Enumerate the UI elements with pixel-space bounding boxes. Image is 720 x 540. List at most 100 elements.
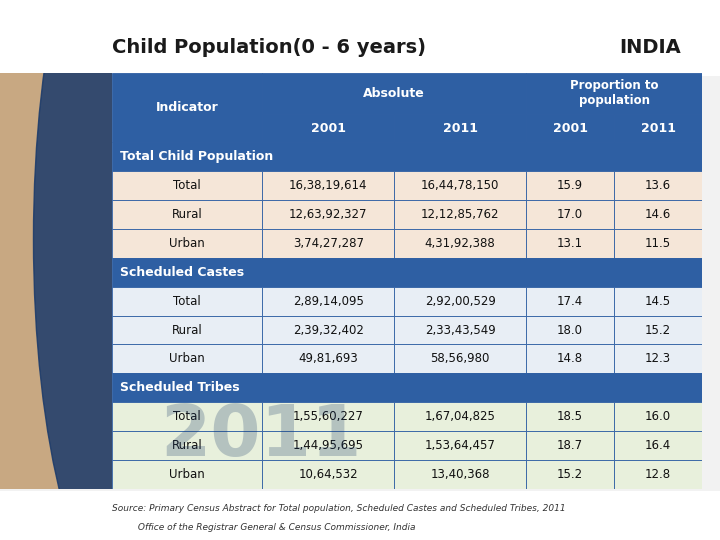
Bar	[262, 287, 395, 315]
Bar	[614, 315, 702, 345]
Text: 18.7: 18.7	[557, 439, 583, 452]
Bar	[395, 171, 526, 200]
Bar	[526, 200, 614, 229]
Text: Rural: Rural	[171, 323, 202, 336]
Text: 18.0: 18.0	[557, 323, 583, 336]
Text: 15.9: 15.9	[557, 179, 583, 192]
Bar	[112, 73, 262, 143]
Text: INDIA: INDIA	[619, 38, 681, 57]
Bar	[112, 171, 262, 200]
Bar	[112, 402, 262, 431]
Text: 1,67,04,825: 1,67,04,825	[425, 410, 495, 423]
Text: Urban: Urban	[169, 468, 205, 481]
Text: 11.5: 11.5	[645, 237, 671, 250]
Text: 16,38,19,614: 16,38,19,614	[289, 179, 367, 192]
Text: 2,89,14,095: 2,89,14,095	[293, 295, 364, 308]
Text: Rural: Rural	[171, 439, 202, 452]
Bar	[262, 460, 395, 489]
Text: Child Population(0 - 6 years): Child Population(0 - 6 years)	[112, 38, 426, 57]
Bar	[112, 287, 262, 315]
Text: 1,53,64,457: 1,53,64,457	[425, 439, 495, 452]
Text: Urban: Urban	[169, 237, 205, 250]
Bar	[526, 113, 614, 143]
Text: 2011: 2011	[443, 122, 477, 134]
Text: 1,44,95,695: 1,44,95,695	[293, 439, 364, 452]
Text: Office of the Registrar General & Census Commissioner, India: Office of the Registrar General & Census…	[112, 523, 415, 532]
Bar	[112, 143, 702, 171]
Text: Urban: Urban	[169, 353, 205, 366]
Bar	[262, 229, 395, 258]
Text: 2001: 2001	[311, 122, 346, 134]
Text: 17.4: 17.4	[557, 295, 583, 308]
Bar	[112, 345, 262, 373]
Bar	[262, 315, 395, 345]
Text: 12.3: 12.3	[645, 353, 671, 366]
Bar	[395, 200, 526, 229]
Bar	[395, 345, 526, 373]
Text: 58,56,980: 58,56,980	[431, 353, 490, 366]
Bar	[0, 0, 720, 76]
Text: Source: Primary Census Abstract for Total population, Scheduled Castes and Sched: Source: Primary Census Abstract for Tota…	[112, 504, 565, 513]
Bar	[395, 287, 526, 315]
Bar	[395, 460, 526, 489]
Text: 49,81,693: 49,81,693	[298, 353, 358, 366]
Text: Proportion to
population: Proportion to population	[570, 79, 658, 107]
Bar	[395, 229, 526, 258]
Bar	[112, 200, 262, 229]
Text: Indicator: Indicator	[156, 101, 218, 114]
Bar	[526, 73, 702, 113]
Bar	[614, 229, 702, 258]
Bar	[614, 200, 702, 229]
Text: 16,44,78,150: 16,44,78,150	[421, 179, 500, 192]
Bar	[526, 431, 614, 460]
Text: 15.2: 15.2	[645, 323, 671, 336]
Text: 14.8: 14.8	[557, 353, 583, 366]
Bar	[112, 460, 262, 489]
Text: Scheduled Castes: Scheduled Castes	[120, 266, 245, 279]
Bar	[112, 258, 702, 287]
Bar	[112, 229, 262, 258]
Bar	[614, 171, 702, 200]
Bar	[262, 200, 395, 229]
Text: 2011: 2011	[641, 122, 675, 134]
Bar	[395, 402, 526, 431]
Bar	[526, 345, 614, 373]
Text: Total Child Population: Total Child Population	[120, 151, 274, 164]
Text: 3,74,27,287: 3,74,27,287	[293, 237, 364, 250]
Text: 14.5: 14.5	[645, 295, 671, 308]
Text: 16.0: 16.0	[645, 410, 671, 423]
Text: 12.8: 12.8	[645, 468, 671, 481]
Bar	[526, 402, 614, 431]
Bar	[262, 402, 395, 431]
Bar	[614, 113, 702, 143]
Bar	[262, 345, 395, 373]
Bar	[395, 113, 526, 143]
Text: 13.1: 13.1	[557, 237, 583, 250]
Bar	[526, 315, 614, 345]
Text: 10,64,532: 10,64,532	[299, 468, 358, 481]
Bar	[526, 171, 614, 200]
Text: Absolute: Absolute	[364, 87, 425, 100]
Text: Rural: Rural	[171, 208, 202, 221]
Text: 13,40,368: 13,40,368	[431, 468, 490, 481]
Text: Total: Total	[173, 179, 201, 192]
Bar	[112, 373, 702, 402]
Text: 17.0: 17.0	[557, 208, 583, 221]
Bar	[614, 345, 702, 373]
Text: 2011: 2011	[161, 402, 361, 471]
Text: 16.4: 16.4	[645, 439, 671, 452]
Bar	[614, 287, 702, 315]
Text: 15.2: 15.2	[557, 468, 583, 481]
Bar	[395, 431, 526, 460]
Text: 18.5: 18.5	[557, 410, 583, 423]
Text: 2,39,32,402: 2,39,32,402	[293, 323, 364, 336]
Bar	[112, 431, 262, 460]
Bar	[526, 287, 614, 315]
Bar	[262, 171, 395, 200]
Text: 12,63,92,327: 12,63,92,327	[289, 208, 367, 221]
Text: 1,55,60,227: 1,55,60,227	[293, 410, 364, 423]
Bar	[395, 315, 526, 345]
Bar	[526, 460, 614, 489]
Bar	[262, 73, 526, 113]
Text: Scheduled Tribes: Scheduled Tribes	[120, 381, 240, 394]
